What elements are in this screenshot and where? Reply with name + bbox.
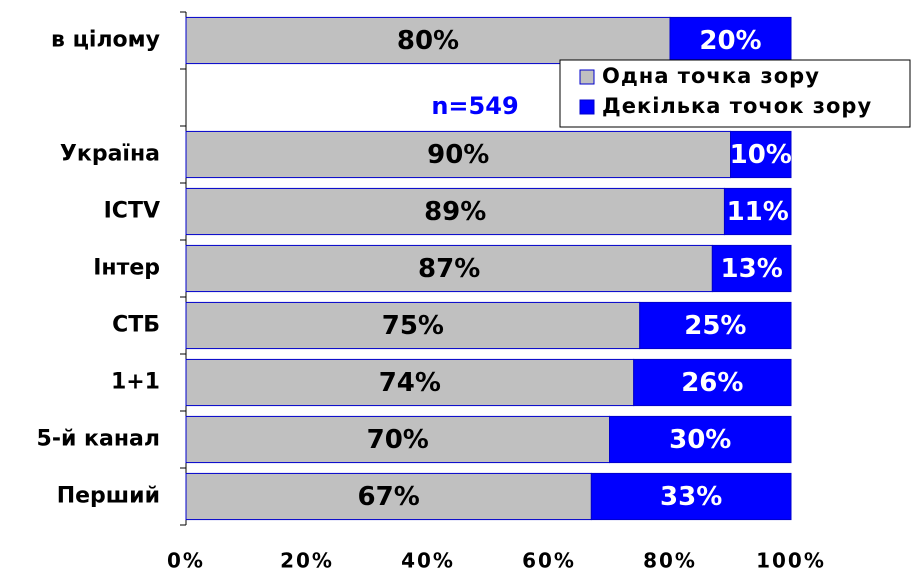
value-label: 70% xyxy=(367,425,429,455)
value-label: 74% xyxy=(379,368,441,398)
bar-segment xyxy=(590,472,792,521)
x-tick-label: 60% xyxy=(522,549,576,573)
category-label: Перший xyxy=(57,484,160,509)
value-label: 20% xyxy=(699,26,761,56)
bar-segment xyxy=(185,415,610,464)
legend-box xyxy=(559,59,911,128)
x-tick-label: 40% xyxy=(401,549,455,573)
category-label: Україна xyxy=(60,142,160,167)
bar-segment xyxy=(185,16,671,65)
bar-segment xyxy=(669,16,792,65)
value-label: 67% xyxy=(358,482,420,512)
bar-segment xyxy=(609,415,792,464)
value-label: 33% xyxy=(660,482,722,512)
bar-segment xyxy=(723,187,792,236)
x-tick-label: 0% xyxy=(167,549,205,573)
category-label: 5-й канал xyxy=(37,427,160,452)
value-label: 30% xyxy=(669,425,731,455)
legend-swatch xyxy=(579,69,595,85)
x-tick-label: 80% xyxy=(643,549,697,573)
legend-label: Декілька точок зору xyxy=(602,94,872,118)
value-label: 26% xyxy=(681,368,743,398)
bar-segment xyxy=(185,130,731,179)
category-label: 1+1 xyxy=(111,370,160,395)
bar-segment xyxy=(185,358,635,407)
value-label: 89% xyxy=(424,197,486,227)
legend-swatch xyxy=(579,99,595,115)
bar-segment xyxy=(633,358,792,407)
x-tick-label: 20% xyxy=(280,549,334,573)
value-label: 75% xyxy=(382,311,444,341)
annotation: n=549 xyxy=(431,92,518,120)
category-label: Інтер xyxy=(93,256,160,281)
category-label: в цілому xyxy=(51,28,160,53)
category-label: ICTV xyxy=(104,199,160,224)
x-tick-label: 100% xyxy=(756,549,826,573)
value-label: 13% xyxy=(721,254,783,284)
bar-segment xyxy=(185,472,592,521)
bar-segment xyxy=(185,244,713,293)
legend-label: Одна точка зору xyxy=(602,64,820,88)
bar-segment xyxy=(185,187,725,236)
value-label: 11% xyxy=(727,197,789,227)
value-label: 80% xyxy=(397,26,459,56)
value-label: 10% xyxy=(730,140,792,170)
value-label: 25% xyxy=(684,311,746,341)
bar-segment xyxy=(730,130,792,179)
bar-segment xyxy=(185,301,641,350)
bar-segment xyxy=(711,244,792,293)
value-label: 87% xyxy=(418,254,480,284)
category-label: СТБ xyxy=(112,313,160,338)
value-label: 90% xyxy=(427,140,489,170)
bar-segment xyxy=(639,301,792,350)
